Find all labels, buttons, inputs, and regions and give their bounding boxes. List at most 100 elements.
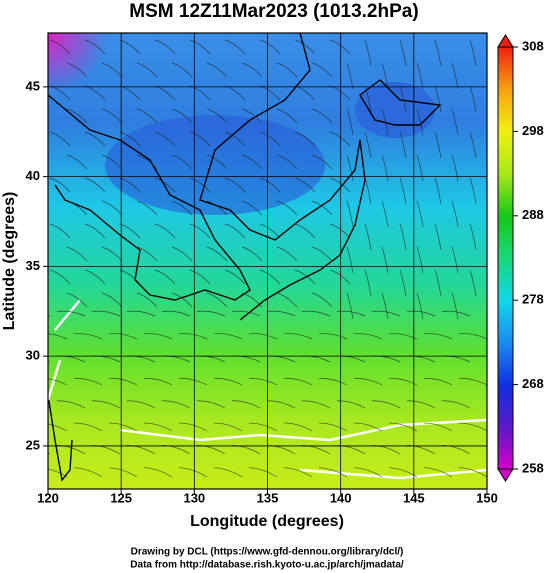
streamline [119, 223, 141, 239]
streamline [469, 269, 477, 297]
streamline [329, 131, 351, 147]
cold-region [355, 82, 435, 138]
streamline [66, 246, 88, 262]
streamline [451, 108, 459, 136]
streamline [126, 400, 156, 409]
streamline [224, 223, 246, 239]
streamline [388, 467, 418, 478]
streamline [364, 223, 372, 251]
streamline [399, 131, 407, 159]
streamline [423, 422, 453, 432]
streamline [336, 400, 366, 409]
coastline [199, 33, 366, 321]
streamline [346, 154, 354, 182]
x-tick-label: 140 [330, 490, 352, 505]
streamline [241, 108, 263, 124]
streamline [224, 131, 246, 147]
colorbar-tick-label: 308 [522, 38, 544, 53]
streamline [364, 269, 372, 297]
streamline [49, 177, 71, 193]
streamline [294, 223, 316, 239]
streamline [241, 292, 263, 308]
streamline [196, 310, 226, 317]
streamline [311, 154, 333, 170]
streamline [48, 314, 51, 317]
streamline [451, 246, 459, 274]
streamline [206, 292, 228, 308]
streamline [416, 62, 424, 90]
colorbar-tick-label: 268 [522, 376, 544, 391]
streamline [231, 310, 261, 317]
streamline [259, 39, 281, 55]
streamline [423, 467, 453, 478]
chart-title: MSM 12Z11Mar2023 (1013.2hPa) [129, 1, 418, 22]
streamline [119, 131, 141, 147]
streamline [49, 269, 71, 285]
streamline [66, 292, 88, 308]
streamline [451, 200, 459, 228]
streamline [441, 400, 471, 409]
streamline [189, 131, 211, 147]
streamline [329, 177, 351, 193]
colorbar-tick-label: 278 [522, 292, 544, 307]
streamline [48, 333, 68, 340]
streamline [248, 333, 278, 340]
x-tick-label: 125 [110, 490, 132, 505]
streamline [84, 269, 106, 285]
streamline [381, 292, 389, 320]
streamline [224, 269, 246, 285]
streamline [364, 39, 372, 67]
streamline [161, 310, 191, 317]
streamline [206, 246, 228, 262]
streamline [406, 400, 436, 409]
streamline [294, 39, 316, 55]
streamline [136, 108, 158, 124]
plot-area [48, 33, 487, 489]
streamline [136, 246, 158, 262]
colorbar-max-arrow [497, 34, 514, 48]
streamline [101, 154, 123, 170]
streamline [266, 310, 296, 317]
x-tick-label: 150 [476, 490, 498, 505]
streamline [451, 292, 459, 320]
streamline [189, 269, 211, 285]
streamline [346, 108, 354, 136]
streamline [318, 333, 348, 340]
streamline [276, 292, 298, 308]
streamline [381, 154, 389, 182]
streamline [486, 155, 487, 157]
coastline [359, 79, 442, 126]
streamline [353, 378, 383, 386]
streamline [108, 333, 138, 340]
streamline [108, 422, 138, 432]
streamline [108, 378, 138, 386]
streamline [189, 177, 211, 193]
streamline [346, 246, 354, 274]
streamline [276, 154, 298, 170]
streamline [329, 39, 351, 55]
streamline [458, 467, 487, 478]
streamline [353, 333, 383, 340]
streamline [294, 131, 316, 147]
streamline [66, 108, 88, 124]
colorbar-tick-label: 298 [522, 123, 544, 138]
streamline [434, 85, 442, 113]
streamline [434, 39, 442, 67]
streamline [154, 223, 176, 239]
streamline [189, 39, 211, 55]
colorbar-tick-label: 258 [522, 460, 544, 475]
streamline [318, 467, 348, 478]
streamline [469, 39, 477, 67]
streamline [276, 108, 298, 124]
streamline [346, 200, 354, 228]
streamline [119, 177, 141, 193]
streamline [294, 269, 316, 285]
streamline [171, 108, 193, 124]
streamline [364, 85, 372, 113]
streamline [388, 378, 418, 386]
streamline [213, 378, 243, 386]
streamline [84, 39, 106, 55]
streamline [48, 378, 68, 386]
streamline [434, 177, 442, 205]
